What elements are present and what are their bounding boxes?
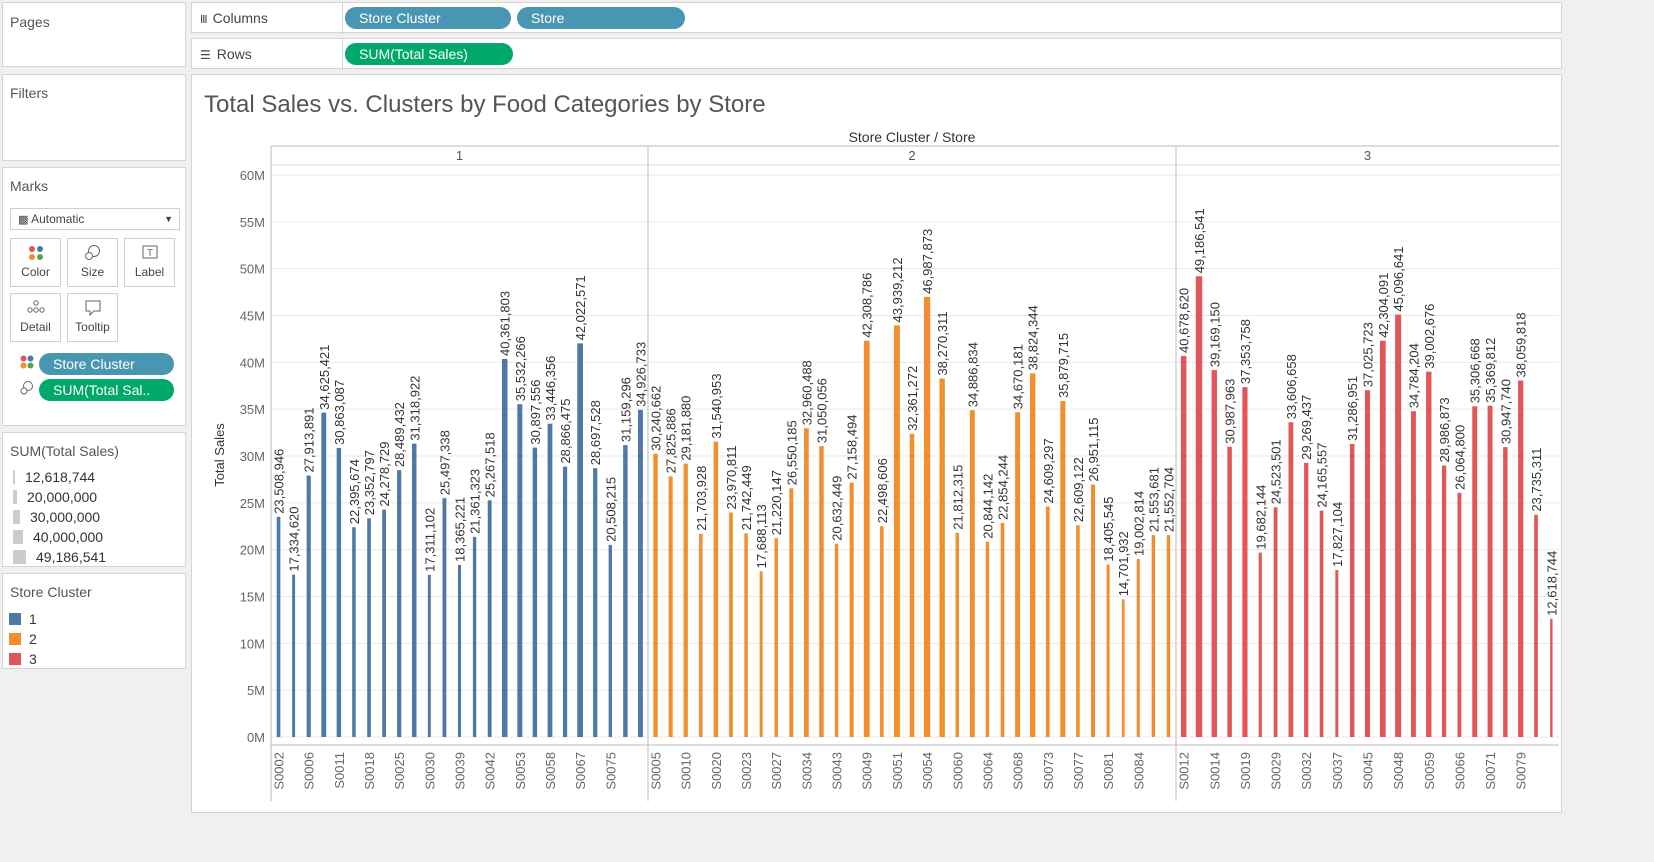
color-legend-item-3[interactable]: 3	[9, 651, 37, 667]
color-legend-title: Store Cluster	[10, 584, 92, 600]
columns-shelf[interactable]: Ⅲ Columns Store Cluster Store	[191, 2, 1562, 34]
tooltip-button[interactable]: Tooltip	[67, 293, 118, 342]
column-pill-store[interactable]: Store	[517, 7, 685, 29]
detail-button[interactable]: Detail	[10, 293, 61, 342]
color-dots-icon	[11, 239, 60, 265]
label-button[interactable]: T Label	[124, 238, 175, 287]
color-button[interactable]: Color	[10, 238, 61, 287]
rows-shelf[interactable]: ☰ Rows SUM(Total Sales)	[191, 38, 1562, 70]
pages-label: Pages	[10, 14, 50, 30]
size-legend: SUM(Total Sales) 12,618,744 20,000,000 3…	[2, 432, 186, 567]
filters-panel[interactable]: Filters	[2, 74, 186, 161]
size-label: Size	[80, 265, 105, 279]
color-legend-item-1[interactable]: 1	[9, 611, 37, 627]
size-legend-title: SUM(Total Sales)	[10, 443, 119, 459]
bar-chart-icon: ▩	[18, 214, 29, 226]
svg-text:T: T	[146, 248, 152, 259]
chevron-down-icon: ▼	[164, 214, 173, 224]
size-legend-item: 12,618,744	[13, 469, 95, 485]
rows-icon: ☰	[200, 48, 211, 62]
filters-label: Filters	[10, 85, 49, 101]
size-legend-item: 30,000,000	[13, 509, 100, 525]
columns-label: Ⅲ Columns	[200, 10, 268, 26]
chart-panel: Total Sales vs. Clusters by Food Categor…	[191, 74, 1562, 813]
detail-label: Detail	[20, 320, 51, 334]
tooltip-icon	[68, 294, 117, 320]
mark-type-value: Automatic	[31, 212, 85, 226]
chart-title: Total Sales vs. Clusters by Food Categor…	[204, 91, 766, 118]
label-icon: T	[125, 239, 174, 265]
color-label: Color	[21, 265, 50, 279]
tooltip-label: Tooltip	[75, 320, 110, 334]
color-legend: Store Cluster 1 2 3	[2, 573, 186, 669]
row-pill-sum-total-sales[interactable]: SUM(Total Sales)	[345, 43, 513, 65]
size-icon	[68, 239, 117, 265]
size-legend-item: 49,186,541	[13, 549, 106, 565]
columns-icon: Ⅲ	[200, 14, 208, 26]
label-label: Label	[134, 265, 165, 279]
size-icon	[20, 381, 34, 400]
rows-label: ☰ Rows	[200, 46, 252, 62]
marks-label: Marks	[10, 178, 49, 194]
marks-panel: Marks ▩ Automatic ▼ Color Size T Label D…	[2, 167, 186, 426]
color-dots-icon	[20, 355, 34, 374]
color-legend-item-2[interactable]: 2	[9, 631, 37, 647]
marks-pill-sum-total-sales[interactable]: SUM(Total Sal..	[39, 379, 174, 401]
column-pill-store-cluster[interactable]: Store Cluster	[345, 7, 511, 29]
detail-icon	[11, 294, 60, 320]
marks-pill-store-cluster[interactable]: Store Cluster	[39, 353, 174, 375]
size-button[interactable]: Size	[67, 238, 118, 287]
mark-type-dropdown[interactable]: ▩ Automatic ▼	[10, 208, 180, 230]
size-legend-item: 40,000,000	[13, 529, 103, 545]
size-legend-item: 20,000,000	[13, 489, 97, 505]
pages-panel[interactable]: Pages	[2, 2, 186, 67]
